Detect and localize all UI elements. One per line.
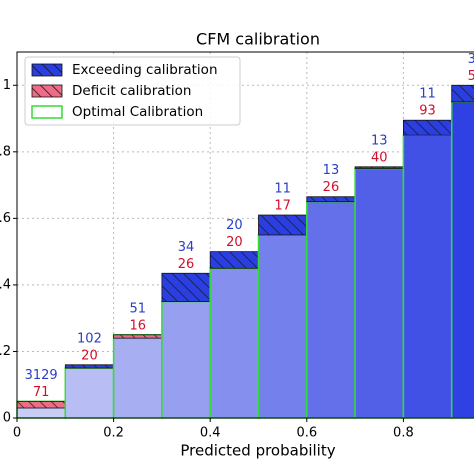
upper-label: 20	[226, 218, 243, 233]
gap-hatch	[355, 166, 404, 169]
optimal-bar	[354, 167, 405, 419]
upper-label: 31	[468, 52, 474, 67]
gap-hatch	[65, 364, 114, 369]
legend-hatch	[32, 64, 62, 76]
deficit-gap	[113, 334, 163, 339]
gap-hatch	[210, 251, 259, 269]
plot-frame	[16, 51, 474, 419]
upper-label: 11	[274, 182, 291, 197]
upper-label: 102	[77, 331, 102, 346]
exceeding-gap	[306, 196, 356, 203]
upper-label: 13	[323, 163, 340, 178]
lower-label: 26	[323, 180, 340, 195]
lower-label: 20	[81, 348, 98, 363]
gap-hatch	[403, 120, 452, 136]
lower-label: 17	[274, 199, 291, 214]
upper-label: 11	[419, 87, 436, 102]
exceeding-gap	[64, 364, 115, 369]
y-tick-label: 0.8	[0, 144, 11, 159]
gap-hatch	[306, 196, 356, 202]
optimal-bar	[64, 367, 115, 419]
lower-label: 93	[419, 104, 436, 119]
legend-hatch	[32, 85, 62, 97]
legend-frame	[24, 56, 241, 126]
optimal-bar	[112, 334, 163, 419]
exceeding-gap	[354, 166, 404, 169]
legend-swatch	[31, 105, 63, 119]
upper-label: 34	[178, 240, 195, 255]
gap-hatch	[258, 215, 307, 235]
y-tick-label: 0.6	[0, 211, 11, 226]
gap-hatch	[161, 273, 211, 302]
exceeding-gap	[209, 251, 259, 269]
lower-label: 52	[468, 69, 474, 84]
exceeding-gap	[402, 119, 453, 136]
upper-label: 51	[129, 301, 146, 316]
exceeding-gap	[161, 272, 211, 302]
x-tick-label: 0.6	[296, 426, 317, 441]
upper-label: 13	[371, 133, 388, 148]
x-tick-label: 0.4	[200, 426, 221, 441]
legend-label: Optimal Calibration	[72, 104, 203, 120]
exceeding-gap	[258, 214, 308, 236]
gap-hatch	[17, 401, 66, 409]
lower-label: 71	[33, 385, 50, 400]
y-tick-label: 0.2	[0, 344, 11, 359]
gap-hatch	[451, 85, 474, 102]
y-tick-label: 0.4	[0, 277, 11, 292]
lower-label: 26	[178, 257, 195, 272]
optimal-bar	[161, 300, 211, 419]
x-tick-label: 0.2	[103, 426, 124, 441]
lower-label: 40	[371, 150, 388, 165]
x-axis-label: Predicted probability	[180, 442, 335, 460]
legend-label: Exceeding calibration	[72, 62, 218, 78]
exceeding-gap	[451, 84, 474, 103]
legend: Exceeding calibration Deficit calibration…	[24, 56, 241, 126]
lower-label: 20	[226, 235, 243, 250]
optimal-bar	[209, 267, 260, 419]
x-tick-label: 0	[13, 426, 21, 441]
chart-title: CFM calibration	[196, 30, 320, 49]
gap-hatch	[113, 334, 162, 339]
deficit-gap	[16, 400, 66, 409]
y-tick-label: 0	[3, 411, 11, 426]
optimal-bar	[257, 234, 308, 419]
legend-label: Deficit calibration	[72, 83, 191, 99]
y-tick-label: 1	[3, 78, 11, 93]
optimal-bar	[450, 101, 474, 419]
x-tick-label: 0.8	[393, 426, 414, 441]
optimal-bar	[306, 200, 356, 419]
lower-label: 16	[129, 318, 146, 333]
optimal-bar	[402, 134, 453, 419]
upper-label: 3129	[25, 368, 58, 383]
